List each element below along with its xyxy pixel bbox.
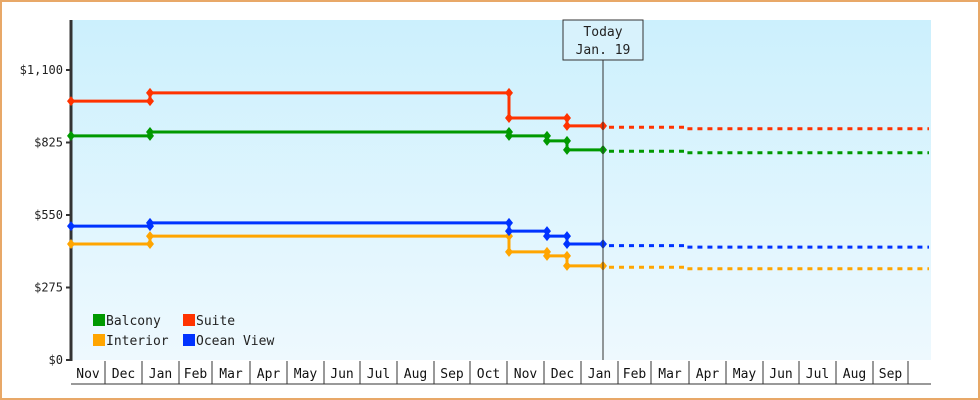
legend-item-suite[interactable]: Suite bbox=[183, 314, 235, 329]
y-tick-label: $275 bbox=[34, 281, 63, 295]
x-tick-month: Mar bbox=[658, 367, 682, 382]
data-point-marker[interactable] bbox=[543, 231, 551, 242]
legend-label: Interior bbox=[106, 334, 169, 349]
today-date: Jan. 19 bbox=[576, 43, 631, 58]
data-point-marker[interactable] bbox=[67, 239, 75, 249]
data-point-marker[interactable] bbox=[146, 239, 154, 249]
legend: Balcony Suite Interior Ocean View bbox=[93, 314, 274, 349]
data-point-marker[interactable] bbox=[67, 221, 75, 232]
series-interior bbox=[67, 231, 929, 271]
data-point-marker[interactable] bbox=[505, 246, 513, 257]
x-tick-month: Oct bbox=[477, 367, 500, 382]
x-tick-month: Aug bbox=[843, 367, 866, 382]
x-tick-month: Feb bbox=[623, 367, 647, 382]
data-point-marker[interactable] bbox=[563, 231, 571, 242]
series-lines bbox=[67, 87, 929, 271]
data-point-marker[interactable] bbox=[543, 226, 551, 237]
data-point-marker[interactable] bbox=[146, 96, 154, 107]
data-point-marker[interactable] bbox=[563, 112, 571, 123]
x-tick-month: Apr bbox=[696, 367, 720, 382]
y-tick-label: $0 bbox=[49, 353, 63, 367]
x-tick-month: Dec bbox=[551, 367, 574, 382]
legend-item-balcony[interactable]: Balcony bbox=[93, 314, 161, 329]
data-point-marker[interactable] bbox=[563, 135, 571, 146]
y-tick-label: $825 bbox=[34, 136, 63, 150]
x-tick-month: Apr bbox=[257, 367, 281, 382]
x-tick-month: Aug bbox=[404, 367, 427, 382]
data-point-marker[interactable] bbox=[146, 217, 154, 228]
y-tick-label: $1,100 bbox=[20, 63, 63, 77]
legend-swatch bbox=[93, 334, 105, 346]
x-tick-month: Jul bbox=[367, 367, 390, 382]
data-point-marker[interactable] bbox=[146, 126, 154, 137]
forecast-line bbox=[609, 149, 929, 155]
data-point-marker[interactable] bbox=[563, 120, 571, 131]
data-point-marker[interactable] bbox=[563, 250, 571, 261]
data-point-marker[interactable] bbox=[505, 226, 513, 237]
plot-area bbox=[71, 20, 931, 360]
x-tick-month: Sep bbox=[879, 367, 903, 382]
legend-item-interior[interactable]: Interior bbox=[93, 334, 169, 349]
data-point-marker[interactable] bbox=[67, 130, 75, 141]
x-tick-month: Jul bbox=[806, 367, 829, 382]
x-tick-month: Nov bbox=[76, 367, 100, 382]
data-point-marker[interactable] bbox=[505, 217, 513, 228]
y-tick-label: $550 bbox=[34, 208, 63, 222]
legend-label: Balcony bbox=[106, 314, 161, 329]
data-point-marker[interactable] bbox=[563, 239, 571, 249]
x-tick-month: Jun bbox=[769, 367, 792, 382]
x-tick-month: Jan bbox=[149, 367, 172, 382]
series-balcony bbox=[67, 126, 929, 155]
data-point-marker[interactable] bbox=[543, 130, 551, 141]
today-box bbox=[562, 19, 644, 61]
data-point-marker[interactable] bbox=[146, 231, 154, 242]
x-tick-month: Nov bbox=[514, 367, 538, 382]
x-tick-month: Jan bbox=[588, 367, 611, 382]
series-ocean-view bbox=[67, 217, 929, 249]
legend-swatch bbox=[183, 314, 195, 326]
x-tick-month: May bbox=[294, 367, 318, 382]
forecast-line bbox=[609, 244, 929, 249]
y-axis: $0 $275 $550 $825 $1,100 bbox=[20, 20, 73, 367]
x-tick-month: Feb bbox=[184, 367, 208, 382]
legend-item-ocean-view[interactable]: Ocean View bbox=[183, 334, 274, 349]
data-point-marker[interactable] bbox=[505, 87, 513, 98]
data-point-marker[interactable] bbox=[505, 130, 513, 141]
data-point-marker[interactable] bbox=[505, 231, 513, 242]
x-axis: Nov Dec Jan Feb Mar Apr May Jun Jul Aug Sep Oct Nov D… bbox=[71, 361, 931, 385]
data-point-marker[interactable] bbox=[543, 250, 551, 261]
data-point-marker[interactable] bbox=[543, 135, 551, 146]
today-label: Today bbox=[583, 25, 622, 40]
x-tick-month: Dec bbox=[112, 367, 135, 382]
x-tick-month: Sep bbox=[440, 367, 464, 382]
data-point-marker[interactable] bbox=[505, 112, 513, 123]
x-tick-month: May bbox=[733, 367, 757, 382]
data-point-marker[interactable] bbox=[563, 144, 571, 155]
forecast-line bbox=[609, 125, 929, 131]
legend-label: Ocean View bbox=[196, 334, 274, 349]
x-tick-month: Mar bbox=[219, 367, 243, 382]
today-marker: Today Jan. 19 bbox=[562, 19, 644, 360]
legend-label: Suite bbox=[196, 314, 235, 329]
series-suite bbox=[67, 87, 929, 131]
forecast-line bbox=[609, 265, 929, 271]
legend-swatch bbox=[183, 334, 195, 346]
x-tick-month: Jun bbox=[330, 367, 353, 382]
data-point-marker[interactable] bbox=[67, 96, 75, 107]
legend-swatch bbox=[93, 314, 105, 326]
data-point-marker[interactable] bbox=[563, 260, 571, 271]
data-point-marker[interactable] bbox=[146, 87, 154, 98]
